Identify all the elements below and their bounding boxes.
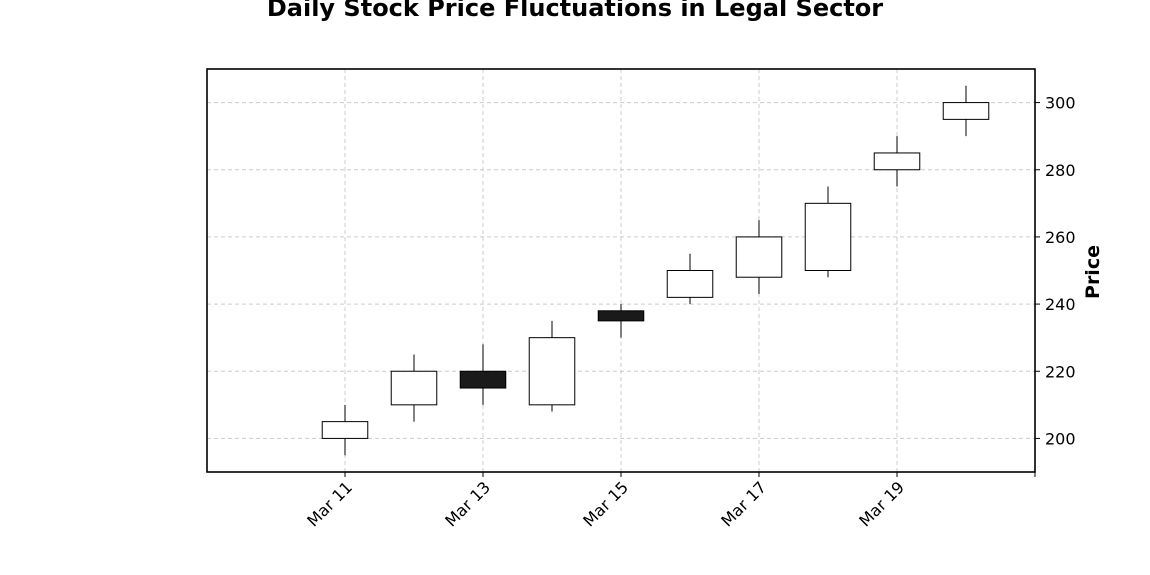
candle xyxy=(528,320,576,412)
candle-body xyxy=(942,102,990,120)
candle-body xyxy=(528,337,576,406)
candle xyxy=(942,85,990,137)
y-tick-label: 240 xyxy=(1045,295,1076,314)
x-tick-label: Mar 15 xyxy=(579,478,632,531)
candle-body xyxy=(597,310,645,322)
candle xyxy=(597,304,645,338)
plot-frame xyxy=(206,68,1036,473)
candle xyxy=(321,404,369,456)
candle xyxy=(666,253,714,305)
candle-body xyxy=(873,152,921,171)
y-tick-label: 300 xyxy=(1045,94,1076,113)
y-tick-label: 220 xyxy=(1045,362,1076,381)
x-tick-label: Mar 13 xyxy=(441,478,494,531)
chart-title: Daily Stock Price Fluctuations in Legal … xyxy=(266,0,884,22)
x-tick-label: Mar 19 xyxy=(855,478,908,531)
x-tick-label: Mar 11 xyxy=(303,478,356,531)
y-axis-label: Price xyxy=(1082,245,1104,299)
y-tick-label: 260 xyxy=(1045,228,1076,247)
candle-body xyxy=(459,370,507,389)
candle xyxy=(735,220,783,295)
candle xyxy=(873,136,921,187)
candles xyxy=(321,85,990,456)
x-tick-label: Mar 17 xyxy=(717,478,770,531)
y-tick-label: 280 xyxy=(1045,161,1076,180)
candle xyxy=(390,354,438,422)
candle-body xyxy=(735,236,783,278)
x-axis: Mar 11 Mar 13 Mar 15 Mar 17 Mar 19 xyxy=(303,472,1036,531)
grid-lines xyxy=(207,69,1036,472)
candle xyxy=(459,344,507,405)
candle-body xyxy=(390,370,438,406)
candle xyxy=(804,186,852,278)
candle-body xyxy=(666,270,714,298)
candle-body xyxy=(321,421,369,439)
candle-body xyxy=(804,202,852,271)
y-tick-label: 200 xyxy=(1045,429,1076,448)
y-axis: 200 220 240 260 280 300 xyxy=(1035,94,1076,448)
